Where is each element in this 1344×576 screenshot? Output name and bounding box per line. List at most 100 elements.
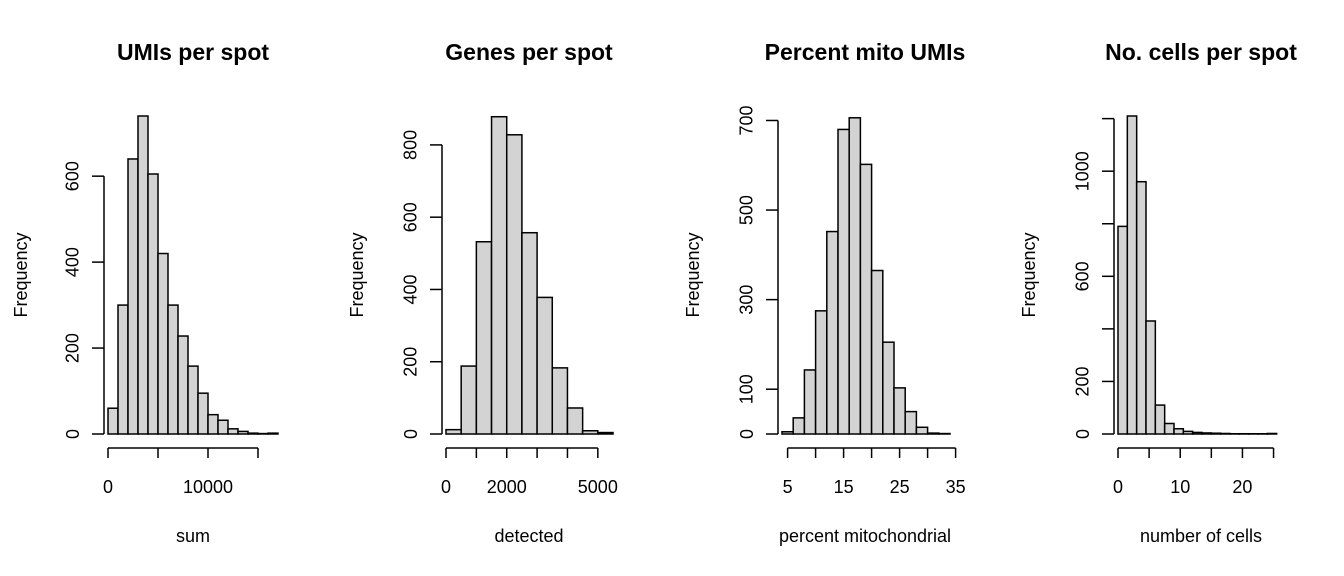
histogram-bar xyxy=(1135,180,1147,435)
chart-title: No. cells per spot xyxy=(1105,39,1297,65)
x-axis-label: sum xyxy=(176,526,210,546)
histogram-bar xyxy=(247,432,259,435)
histogram-bar xyxy=(1210,432,1222,435)
y-tick-label: 300 xyxy=(737,285,757,315)
histogram-bar xyxy=(904,410,918,435)
histogram-bar xyxy=(859,163,873,435)
y-tick-label: 200 xyxy=(401,347,421,377)
histogram-bar xyxy=(445,428,462,435)
panel-percent-mito-umis: Percent mito UMIs 5 15 25 35 0 100 300 500 700 per… xyxy=(683,39,966,546)
y-tick-label: 600 xyxy=(401,202,421,232)
histogram-bar xyxy=(217,419,229,435)
chart-title: Percent mito UMIs xyxy=(765,39,966,65)
y-tick-label: 0 xyxy=(63,429,83,439)
histogram-bar xyxy=(475,241,493,435)
histogram-bar xyxy=(167,304,179,435)
x-axis-label: detected xyxy=(494,526,563,546)
histogram-bar xyxy=(837,128,850,435)
y-tick-label: 200 xyxy=(1073,366,1093,396)
histogram-bar xyxy=(1182,430,1194,435)
histogram-bar xyxy=(814,310,828,435)
histogram-bar xyxy=(792,417,806,435)
x-tick-label: 35 xyxy=(946,477,966,497)
histogram-bar xyxy=(137,115,149,435)
histogram-bar xyxy=(177,335,189,435)
y-tick-label: 600 xyxy=(1073,261,1093,291)
y-axis-label: Frequency xyxy=(347,232,367,317)
y-tick-label: 0 xyxy=(401,429,421,439)
y-tick-label: 0 xyxy=(737,429,757,439)
histogram-bar xyxy=(1163,422,1175,435)
y-tick-label: 400 xyxy=(63,247,83,277)
y-axis-label: Frequency xyxy=(11,232,31,317)
y-axis-label: Frequency xyxy=(683,232,703,317)
histogram-bar xyxy=(882,341,895,435)
x-axis-label: number of cells xyxy=(1140,526,1262,546)
histogram-bar xyxy=(267,432,279,435)
histogram-bar xyxy=(147,173,159,435)
x-tick-label: 2000 xyxy=(487,477,527,497)
x-tick-label: 10000 xyxy=(183,477,233,497)
y-tick-label: 0 xyxy=(1073,429,1093,439)
chart-title: UMIs per spot xyxy=(117,39,269,65)
histogram-bar xyxy=(581,429,599,435)
x-tick-label: 15 xyxy=(834,477,854,497)
histogram-bar xyxy=(460,365,478,435)
histogram-bar xyxy=(826,230,839,435)
histogram-bar xyxy=(1117,225,1129,435)
histogram-bar xyxy=(157,252,169,435)
histogram-bar xyxy=(207,413,219,435)
x-tick-label: 0 xyxy=(1113,477,1123,497)
histogram-bar xyxy=(1145,320,1157,435)
histogram-bar xyxy=(1154,404,1166,435)
x-tick-label: 0 xyxy=(441,477,451,497)
histogram-bar xyxy=(1126,115,1138,435)
histogram-bar xyxy=(893,387,906,435)
y-tick-label: 1000 xyxy=(1073,151,1093,191)
histogram-bar xyxy=(1191,431,1203,435)
x-tick-label: 10 xyxy=(1170,477,1190,497)
y-tick-label: 100 xyxy=(737,374,757,404)
x-axis-label: percent mitochondrial xyxy=(779,526,951,546)
histogram-bar xyxy=(237,430,249,435)
histogram-bar xyxy=(187,365,199,435)
histogram-bar xyxy=(926,432,940,435)
histogram-bar xyxy=(227,428,239,435)
chart-title: Genes per spot xyxy=(445,39,613,65)
y-tick-label: 800 xyxy=(401,130,421,160)
histogram-bar xyxy=(848,117,862,435)
y-tick-label: 500 xyxy=(737,195,757,225)
histogram-bar xyxy=(1173,427,1185,435)
histogram-bar xyxy=(566,407,584,435)
x-tick-label: 5 xyxy=(783,477,793,497)
histogram-bar xyxy=(1201,432,1213,435)
y-tick-label: 200 xyxy=(63,333,83,363)
histogram-bar xyxy=(597,431,614,435)
histogram-bar xyxy=(197,392,209,435)
histogram-bar xyxy=(870,269,884,435)
y-tick-label: 700 xyxy=(737,105,757,135)
histogram-bar xyxy=(490,115,508,435)
histogram-bar xyxy=(803,369,817,435)
x-tick-label: 25 xyxy=(890,477,910,497)
x-tick-label: 5000 xyxy=(578,477,618,497)
histogram-bar xyxy=(1219,432,1231,435)
histogram-bar xyxy=(915,426,929,435)
histogram-bar xyxy=(551,367,569,435)
histogram-bar xyxy=(117,304,129,435)
panel-umis-per-spot: UMIs per spot 0 10000 0 200 400 600 sum Frequenc… xyxy=(11,39,279,546)
x-tick-label: 0 xyxy=(103,477,113,497)
histogram-bar xyxy=(781,431,794,435)
histogram-bar xyxy=(1266,432,1278,435)
histogram-bar xyxy=(107,407,119,435)
panel-genes-per-spot: Genes per spot 0 2000 5000 0 200 400 600 800 dete… xyxy=(347,39,618,546)
histogram-bar xyxy=(127,158,139,435)
histogram-bar xyxy=(505,134,523,435)
y-tick-label: 400 xyxy=(401,274,421,304)
x-tick-label: 20 xyxy=(1232,477,1252,497)
y-tick-label: 600 xyxy=(63,161,83,191)
y-axis-label: Frequency xyxy=(1019,232,1039,317)
histogram-bar xyxy=(536,296,554,435)
